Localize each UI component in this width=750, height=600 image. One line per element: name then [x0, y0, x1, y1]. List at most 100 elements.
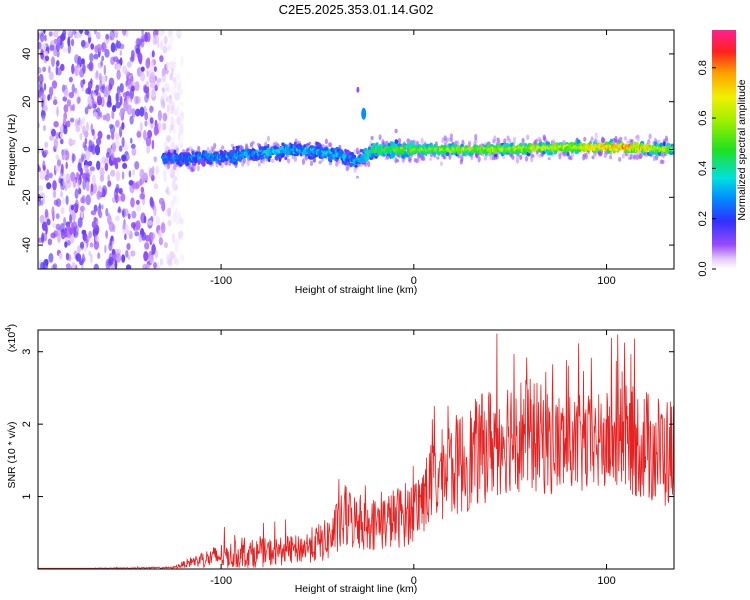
heatmap-noise-cell — [49, 86, 54, 97]
heatmap-noise-cell — [60, 207, 65, 215]
heatmap-noise-cell — [74, 188, 79, 199]
heatmap-noise-cell — [79, 241, 85, 249]
heatmap-noise-cell — [92, 92, 97, 99]
heatmap-noise-cell — [51, 80, 58, 89]
heatmap-halo-cell — [652, 155, 657, 162]
heatmap-noise-cell — [64, 241, 68, 248]
snr-scale-factor: (x104) — [4, 324, 18, 352]
spectrogram-y-tick-label: -20 — [21, 189, 33, 205]
heatmap-noise-cell — [95, 84, 100, 92]
heatmap-noise-cell — [63, 153, 67, 160]
heatmap-noise-cell — [162, 112, 168, 122]
heatmap-halo-cell — [370, 135, 374, 141]
heatmap-noise-cell — [90, 43, 95, 50]
heatmap-halo-cell — [521, 137, 525, 145]
heatmap-noise-cell — [43, 83, 47, 91]
heatmap-noise-cell — [60, 33, 66, 41]
heatmap-noise-cell — [85, 149, 91, 161]
heatmap-ridge-cell — [394, 139, 399, 144]
heatmap-noise-cell — [79, 30, 84, 35]
heatmap-noise-cell — [115, 183, 120, 191]
heatmap-noise-cell — [172, 232, 175, 244]
heatmap-noise-cell — [116, 69, 121, 80]
heatmap-halo-cell — [221, 145, 225, 150]
heatmap-noise-cell — [157, 229, 163, 239]
heatmap-noise-cell — [145, 58, 151, 69]
heatmap-halo-cell — [266, 135, 270, 142]
heatmap-noise-cell — [43, 149, 49, 155]
spectrogram-y-ticks: -40 -20 0 20 40 — [21, 48, 674, 253]
heatmap-halo-cell — [224, 161, 229, 166]
heatmap-noise-cell — [83, 144, 88, 152]
heatmap-noise-cell — [139, 121, 143, 132]
heatmap-noise-cell — [105, 207, 109, 217]
heatmap-noise-cell — [101, 42, 107, 53]
heatmap-noise-cell — [163, 83, 168, 90]
heatmap-noise-cell — [160, 39, 163, 51]
heatmap-noise-cell — [103, 87, 108, 98]
heatmap-halo-cell — [422, 155, 426, 162]
heatmap-noise-cell — [103, 75, 106, 85]
heatmap-noise-cell — [92, 111, 98, 117]
heatmap-noise-cell — [160, 98, 165, 108]
heatmap-noise-cell — [144, 31, 148, 43]
snr-plot-area — [38, 333, 674, 569]
heatmap-noise-cell — [135, 199, 140, 205]
heatmap-ridge-cell — [671, 151, 674, 155]
heatmap-halo-cell — [512, 136, 517, 143]
heatmap-noise-cell — [63, 88, 69, 98]
heatmap-noise-cell — [163, 169, 167, 176]
heatmap-noise-cell — [121, 137, 125, 148]
heatmap-noise-cell — [180, 55, 184, 67]
heatmap-noise-cell — [114, 259, 118, 269]
heatmap-noise-cell — [59, 132, 63, 139]
heatmap-ridge-cell — [663, 141, 666, 147]
heatmap-noise-cell — [39, 170, 45, 181]
heatmap-noise-cell — [105, 113, 111, 122]
heatmap-noise-cell — [66, 99, 72, 107]
heatmap-noise-cell — [144, 111, 149, 121]
colorbar-tick-label: 0.8 — [697, 60, 709, 75]
heatmap-noise-cell — [130, 143, 136, 150]
heatmap-spur-cell — [356, 86, 360, 93]
heatmap-noise-cell — [63, 125, 68, 135]
heatmap-noise-cell — [85, 236, 90, 243]
heatmap-noise-cell — [39, 200, 44, 206]
heatmap-noise-cell — [53, 121, 59, 128]
spectrogram-y-label: Frequency (Hz) — [6, 114, 18, 186]
heatmap-noise-cell — [71, 83, 76, 94]
heatmap-ridge-cell — [374, 155, 378, 159]
heatmap-noise-cell — [168, 30, 171, 38]
heatmap-noise-cell — [179, 101, 185, 107]
heatmap-ridge-cell — [275, 146, 279, 151]
heatmap-noise-cell — [134, 161, 140, 170]
heatmap-halo-cell — [657, 139, 661, 144]
heatmap-noise-cell — [130, 250, 136, 257]
heatmap-noise-cell — [174, 243, 179, 253]
heatmap-noise-cell — [39, 32, 45, 43]
heatmap-noise-cell — [88, 230, 92, 239]
heatmap-noise-cell — [159, 30, 164, 37]
heatmap-noise-cell — [120, 193, 126, 202]
heatmap-noise-cell — [113, 30, 119, 38]
heatmap-halo-cell — [257, 162, 261, 167]
heatmap-noise-cell — [75, 172, 79, 180]
heatmap-noise-cell — [136, 131, 142, 138]
heatmap-halo-cell — [508, 138, 512, 144]
heatmap-noise-cell — [42, 43, 47, 52]
heatmap-noise-cell — [111, 131, 115, 140]
heatmap-noise-cell — [57, 233, 61, 244]
heatmap-noise-cell — [48, 71, 54, 81]
heatmap-noise-cell — [74, 225, 79, 236]
heatmap-noise-cell — [149, 106, 155, 112]
heatmap-halo-cell — [367, 161, 371, 168]
heatmap-noise-cell — [60, 168, 64, 177]
heatmap-noise-cell — [48, 65, 51, 74]
heatmap-noise-cell — [155, 215, 161, 226]
heatmap-noise-cell — [121, 228, 125, 234]
heatmap-noise-cell — [140, 186, 144, 194]
snr-x-ticks: -100 0 100 — [210, 330, 616, 587]
heatmap-halo-cell — [309, 160, 314, 167]
heatmap-halo-cell — [623, 136, 628, 141]
heatmap-noise-cell — [85, 87, 92, 94]
